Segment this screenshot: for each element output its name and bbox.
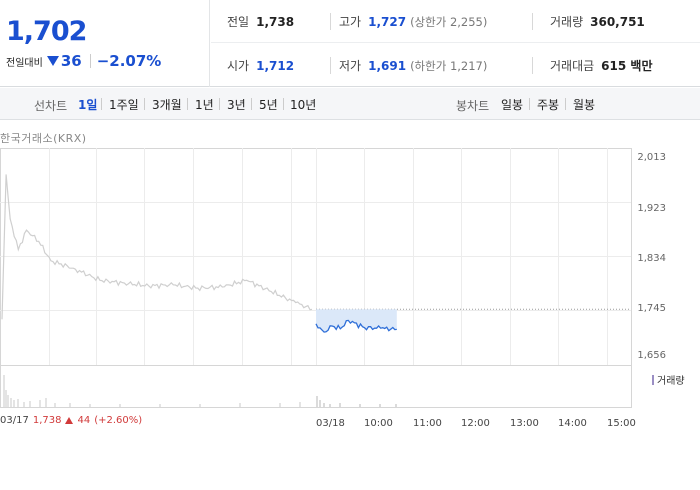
volume-label: 거래량 xyxy=(550,15,584,29)
current-price: 1,702 xyxy=(6,16,87,47)
volume-frame xyxy=(0,365,632,408)
change-label: 전일대비 xyxy=(6,57,43,69)
high-value: 1,727 xyxy=(368,14,407,29)
x-tick-label: 11:00 xyxy=(413,418,442,429)
candle-weekly-tab[interactable]: 주봉 xyxy=(537,98,560,112)
prev-close-value: 1,738 xyxy=(256,14,295,29)
volume-legend-label: 거래량 xyxy=(657,376,685,387)
x-axis: 03/18 10:00 11:00 12:00 13:00 14:00 15:0… xyxy=(316,418,636,429)
divider xyxy=(89,54,91,68)
x-tick-label: 03/18 xyxy=(316,418,345,429)
divider xyxy=(144,98,145,110)
x-tick-label: 14:00 xyxy=(558,418,587,429)
prev-close-cell: 전일 1,738 xyxy=(227,0,294,43)
volume-value: 360,751 xyxy=(590,14,645,29)
y-tick-label: 2,013 xyxy=(637,152,666,163)
divider xyxy=(251,98,252,110)
volume-legend-swatch xyxy=(652,374,654,385)
x-tick-label: 10:00 xyxy=(364,418,393,429)
y-tick-label: 1,923 xyxy=(637,203,666,214)
y-tick-label: 1,745 xyxy=(637,303,666,314)
prev-day-change: 44 xyxy=(77,415,91,426)
period-5y-tab[interactable]: 5년 xyxy=(259,98,278,112)
volume-bars xyxy=(3,375,301,407)
amount-value: 615 백만 xyxy=(601,59,653,73)
divider xyxy=(187,98,188,110)
grid-horizontal xyxy=(0,202,631,311)
prev-day-percent: (+2.60%) xyxy=(94,415,143,426)
price-block: 1,702 전일대비 36 −2.07% xyxy=(0,0,210,87)
divider xyxy=(330,13,331,30)
y-axis: 2,013 1,923 1,834 1,745 1,656 xyxy=(637,152,666,361)
period-1w-tab[interactable]: 1주일 xyxy=(109,98,139,112)
prev-close-label: 전일 xyxy=(227,15,250,29)
prev-day-info: 03/17 1,738 44 (+2.60%) xyxy=(0,415,142,426)
divider xyxy=(219,98,220,110)
divider xyxy=(101,98,102,110)
prev-day-close: 1,738 xyxy=(32,415,62,426)
prev-day-price-line xyxy=(1,174,313,320)
change-row: 전일대비 36 −2.07% xyxy=(6,52,161,70)
y-tick-label: 1,834 xyxy=(637,253,666,264)
stats-row: 시가 1,712 저가 1,691 (하한가 1,217) 거래대금 615 백… xyxy=(211,44,700,87)
divider xyxy=(565,98,566,110)
divider xyxy=(529,98,530,110)
stats-table: 전일 1,738 고가 1,727 (상한가 2,255) 거래량 360,75… xyxy=(211,0,700,87)
low-cell: 저가 1,691 (하한가 1,217) xyxy=(339,44,487,87)
open-cell: 시가 1,712 xyxy=(227,44,294,87)
y-tick-label: 1,656 xyxy=(637,350,666,361)
candle-daily-tab[interactable]: 일봉 xyxy=(501,98,524,112)
stats-row: 전일 1,738 고가 1,727 (상한가 2,255) 거래량 360,75… xyxy=(211,0,700,43)
divider xyxy=(330,57,331,74)
up-arrow-icon xyxy=(65,417,74,424)
change-percent: −2.07% xyxy=(96,52,162,70)
volume-cell: 거래량 360,751 xyxy=(550,0,645,43)
high-label: 고가 xyxy=(339,15,362,29)
period-3y-tab[interactable]: 3년 xyxy=(227,98,246,112)
change-amount: 36 xyxy=(60,52,82,70)
today-price-line xyxy=(315,319,397,333)
stock-summary: 1,702 전일대비 36 −2.07% 전일 1,738 고가 1,727 (… xyxy=(0,0,700,87)
low-value: 1,691 xyxy=(368,58,407,73)
period-10y-tab[interactable]: 10년 xyxy=(290,98,317,112)
x-tick-label: 15:00 xyxy=(607,418,636,429)
period-1d-tab[interactable]: 1일 xyxy=(78,98,98,112)
candle-chart-label: 봉차트 xyxy=(456,99,490,113)
down-arrow-icon xyxy=(46,56,59,66)
open-label: 시가 xyxy=(227,59,250,73)
amount-cell: 거래대금 615 백만 xyxy=(550,44,652,87)
candle-monthly-tab[interactable]: 월봉 xyxy=(573,98,596,112)
divider xyxy=(283,98,284,110)
line-chart-label: 선차트 xyxy=(34,99,68,113)
data-source: 한국거래소(KRX) xyxy=(0,132,87,145)
lower-limit: (하한가 1,217) xyxy=(410,58,488,73)
period-3m-tab[interactable]: 3개월 xyxy=(152,98,182,112)
chart-toolbar: 선차트 1일 1주일 3개월 1년 3년 5년 10년 봉차트 일봉 주봉 월봉 xyxy=(0,88,700,120)
upper-limit: (상한가 2,255) xyxy=(410,14,488,29)
volume-bars-today xyxy=(316,396,397,407)
amount-label: 거래대금 xyxy=(550,59,595,73)
high-cell: 고가 1,727 (상한가 2,255) xyxy=(339,0,487,43)
open-value: 1,712 xyxy=(256,58,295,73)
prev-day-date: 03/17 xyxy=(0,415,29,426)
x-tick-label: 13:00 xyxy=(510,418,539,429)
period-1y-tab[interactable]: 1년 xyxy=(195,98,214,112)
divider xyxy=(532,13,533,30)
low-label: 저가 xyxy=(339,59,362,73)
x-tick-label: 12:00 xyxy=(461,418,490,429)
volume-legend: 거래량 xyxy=(652,372,685,387)
divider xyxy=(532,57,533,74)
grid-vertical xyxy=(49,148,608,365)
today-area-fill xyxy=(316,309,397,333)
